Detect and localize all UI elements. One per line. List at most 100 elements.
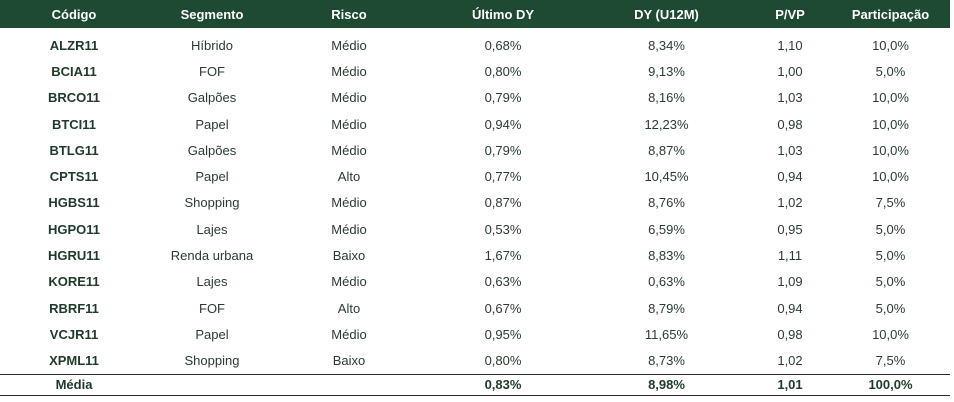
table-row: BTLG11 Galpões Médio 0,79% 8,87% 1,03 10,0%: [0, 137, 950, 163]
cell-dy-12m: 0,63%: [648, 274, 685, 290]
table-row: BRCO11 Galpões Médio 0,79% 8,16% 1,03 10,0%: [0, 85, 950, 111]
cell-dy-12m: 12,23%: [644, 116, 689, 132]
cell-risk: Médio: [331, 326, 367, 342]
cell-p-vp: 0,98: [777, 116, 803, 132]
cell-risk: Médio: [331, 37, 367, 53]
cell-allocation: 5,0%: [875, 248, 906, 264]
cell-code: CPTS11: [49, 169, 99, 185]
cell-p-vp: 1,10: [777, 37, 803, 53]
cell-risk: Baixo: [332, 248, 366, 264]
cell-risk: Médio: [331, 142, 367, 158]
cell-last-dy: 0,87%: [484, 195, 522, 211]
cell-dy-12m: 8,34%: [648, 37, 685, 53]
cell-p-vp: 0,94: [777, 300, 803, 316]
cell-last-dy: 0,63%: [484, 274, 522, 290]
cell-allocation: 10,0%: [872, 90, 909, 106]
cell-risk: Médio: [331, 221, 367, 237]
column-header-last-dy: Último DY: [471, 6, 535, 22]
cell-dy-12m: 8,16%: [648, 90, 685, 106]
cell-last-dy: 0,68%: [484, 37, 522, 53]
average-cell-risk: [276, 373, 422, 396]
average-cell-p-vp: 1,01: [749, 373, 831, 396]
table-row: VCJR11 Papel Médio 0,95% 11,65% 0,98 10,0%: [0, 321, 950, 347]
cell-segment: Híbrido: [191, 37, 233, 53]
cell-allocation: 5,0%: [875, 63, 906, 79]
cell-segment: Lajes: [196, 221, 228, 237]
column-header-dy-12m: DY (U12M): [634, 6, 699, 22]
cell-code: HGPO11: [47, 221, 101, 237]
average-row: Média 0,83% 8,98% 1,01 100,0%: [0, 373, 950, 396]
cell-segment: Galpões: [187, 142, 237, 158]
cell-p-vp: 0,95: [777, 221, 803, 237]
cell-dy-12m: 8,79%: [648, 300, 685, 316]
cell-allocation: 10,0%: [872, 37, 909, 53]
cell-code: BTCI11: [51, 116, 97, 132]
cell-dy-12m: 8,87%: [648, 142, 685, 158]
average-cell-segment: [148, 373, 276, 396]
cell-last-dy: 0,80%: [484, 353, 522, 369]
column-header-code: Código: [51, 6, 97, 22]
cell-dy-12m: 8,83%: [648, 248, 685, 264]
cell-risk: Médio: [331, 195, 367, 211]
cell-p-vp: 1,00: [777, 63, 803, 79]
cell-allocation: 10,0%: [872, 169, 909, 185]
cell-risk: Alto: [337, 169, 361, 185]
cell-p-vp: 1,02: [777, 195, 803, 211]
cell-code: HGBS11: [48, 195, 100, 211]
cell-dy-12m: 8,73%: [648, 353, 685, 369]
cell-code: BCIA11: [51, 63, 97, 79]
cell-last-dy: 0,94%: [484, 116, 522, 132]
cell-dy-12m: 9,13%: [648, 63, 685, 79]
cell-allocation: 10,0%: [872, 326, 909, 342]
cell-risk: Baixo: [332, 353, 366, 369]
cell-segment: Shopping: [184, 353, 240, 369]
cell-dy-12m: 11,65%: [644, 326, 689, 342]
cell-last-dy: 0,77%: [484, 169, 522, 185]
cell-p-vp: 0,94: [777, 169, 803, 185]
cell-risk: Alto: [337, 300, 361, 316]
cell-code: BRCO11: [47, 90, 101, 106]
cell-risk: Médio: [331, 116, 367, 132]
cell-allocation: 5,0%: [875, 221, 906, 237]
table-header: Código Segmento Risco Último DY DY (U12M) P/V…: [0, 0, 950, 28]
cell-p-vp: 1,02: [777, 353, 803, 369]
cell-last-dy: 0,79%: [484, 142, 522, 158]
cell-segment: Papel: [195, 169, 229, 185]
cell-code: XPML11: [49, 353, 99, 369]
cell-segment: Lajes: [196, 274, 228, 290]
cell-dy-12m: 8,76%: [648, 195, 685, 211]
cell-allocation: 7,5%: [875, 195, 906, 211]
table-row: HGBS11 Shopping Médio 0,87% 8,76% 1,02 7,5%: [0, 190, 950, 216]
cell-segment: Papel: [195, 326, 229, 342]
table-body: ALZR11 Híbrido Médio 0,68% 8,34% 1,10 10,0% BCI…: [0, 28, 950, 374]
cell-segment: Shopping: [184, 195, 240, 211]
cell-risk: Médio: [331, 90, 367, 106]
cell-code: ALZR11: [49, 37, 99, 53]
column-header-risk: Risco: [331, 6, 367, 22]
cell-allocation: 7,5%: [875, 353, 906, 369]
cell-dy-12m: 10,45%: [644, 169, 689, 185]
table-row: HGPO11 Lajes Médio 0,53% 6,59% 0,95 5,0%: [0, 216, 950, 242]
table-row: ALZR11 Híbrido Médio 0,68% 8,34% 1,10 10,0%: [0, 28, 950, 58]
cell-p-vp: 1,09: [777, 274, 803, 290]
table-row: XPML11 Shopping Baixo 0,80% 8,73% 1,02 7,5%: [0, 348, 950, 375]
cell-last-dy: 0,95%: [484, 326, 522, 342]
cell-code: HGRU11: [47, 248, 101, 264]
column-header-segment: Segmento: [180, 6, 244, 22]
average-cell-allocation: 100,0%: [831, 373, 950, 396]
cell-allocation: 5,0%: [875, 300, 906, 316]
cell-risk: Médio: [331, 63, 367, 79]
cell-segment: Renda urbana: [170, 248, 254, 264]
average-cell-last-dy: 0,83%: [422, 373, 584, 396]
cell-p-vp: 1,03: [777, 142, 803, 158]
cell-segment: FOF: [199, 63, 225, 79]
cell-p-vp: 1,03: [777, 90, 803, 106]
cell-p-vp: 0,98: [777, 326, 803, 342]
cell-last-dy: 0,53%: [484, 221, 522, 237]
average-cell-code: Média: [0, 373, 148, 396]
table-row: CPTS11 Papel Alto 0,77% 10,45% 0,94 10,0%: [0, 163, 950, 189]
cell-code: KORE11: [48, 274, 100, 290]
cell-allocation: 5,0%: [875, 274, 906, 290]
